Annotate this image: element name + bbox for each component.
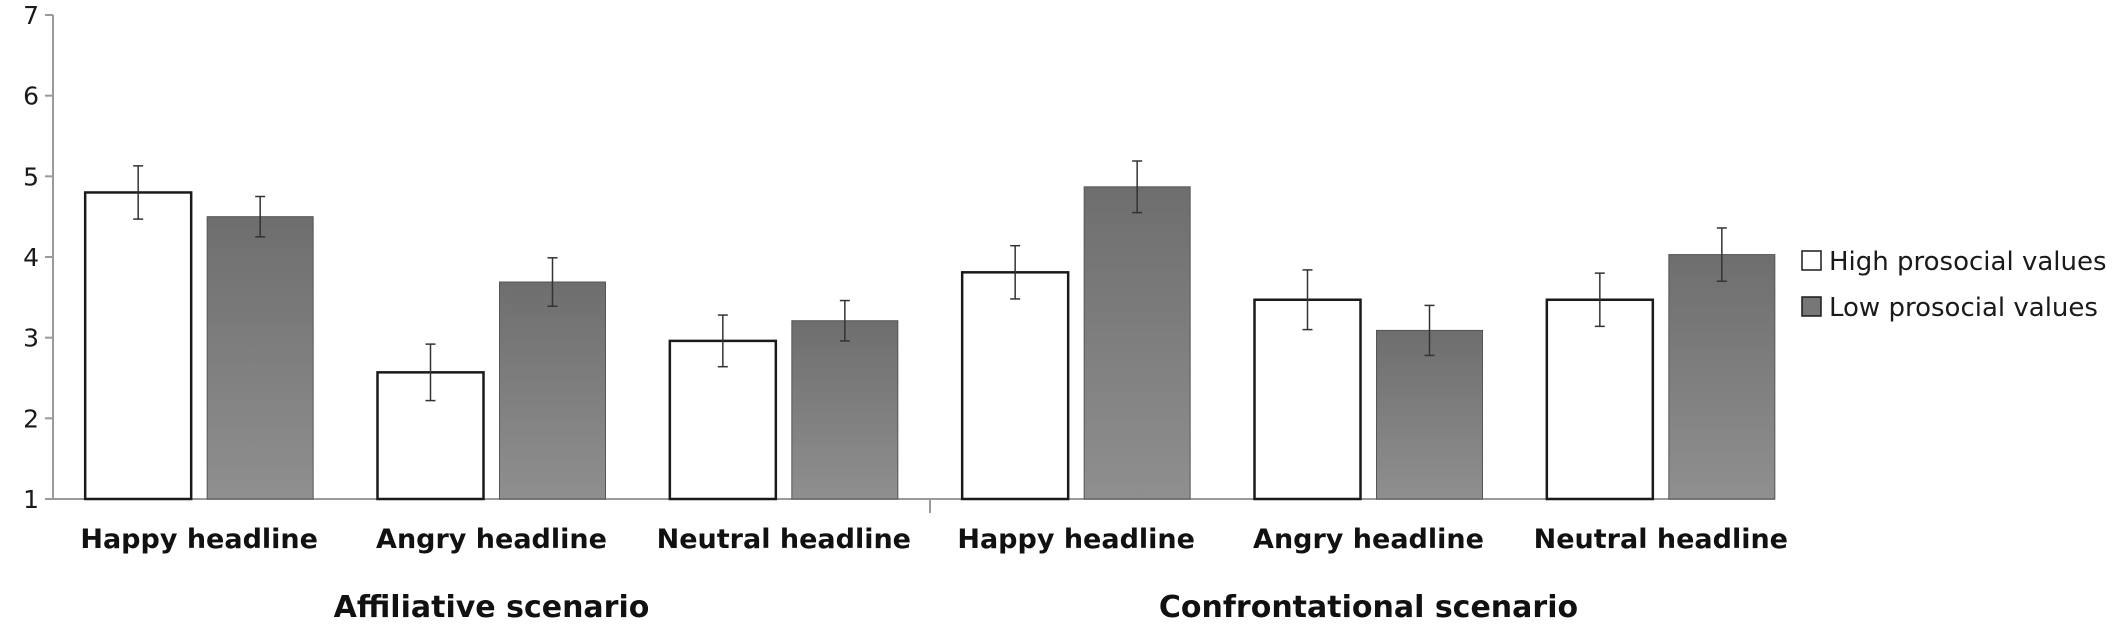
bar-high-prosocial	[1253, 298, 1362, 501]
category-label: Angry headline	[1253, 524, 1484, 555]
category-label: Neutral headline	[657, 524, 911, 555]
bars	[83, 160, 1776, 501]
category-label: Happy headline	[957, 524, 1195, 555]
legend: High prosocial values Low prosocial value…	[1801, 247, 2107, 323]
category-label: Neutral headline	[1534, 524, 1788, 555]
y-tick-label: 6	[23, 82, 39, 111]
group-label: Affiliative scenario	[334, 590, 650, 625]
y-tick-label: 7	[23, 1, 39, 30]
category-label: Angry headline	[376, 524, 607, 555]
legend-label: High prosocial values	[1829, 247, 2107, 277]
bar-low-prosocial	[1083, 186, 1191, 500]
legend-swatch	[1801, 296, 1822, 317]
legend-swatch	[1801, 250, 1822, 271]
legend-label: Low prosocial values	[1829, 293, 2098, 323]
bar-high-prosocial	[83, 191, 193, 501]
y-tick-label: 3	[23, 324, 39, 353]
bar-low-prosocial	[1668, 254, 1776, 500]
bar-high-prosocial	[1545, 298, 1655, 501]
bar-low-prosocial	[791, 320, 899, 500]
y-tick-label: 5	[23, 162, 39, 191]
axes: 1 2 3 4 5 6 7	[23, 1, 1775, 514]
group-label: Confrontational scenario	[1159, 590, 1578, 625]
y-tick-label: 4	[23, 243, 39, 272]
bar-low-prosocial	[1376, 329, 1483, 500]
category-label: Happy headline	[80, 524, 318, 555]
category-labels: Happy headline Angry headline Neutral head…	[80, 524, 1788, 625]
bar-low-prosocial	[206, 216, 314, 500]
bar-low-prosocial	[499, 281, 606, 500]
y-tick-label: 2	[23, 404, 39, 433]
y-tick-label: 1	[23, 485, 39, 514]
bar-high-prosocial	[960, 271, 1070, 501]
